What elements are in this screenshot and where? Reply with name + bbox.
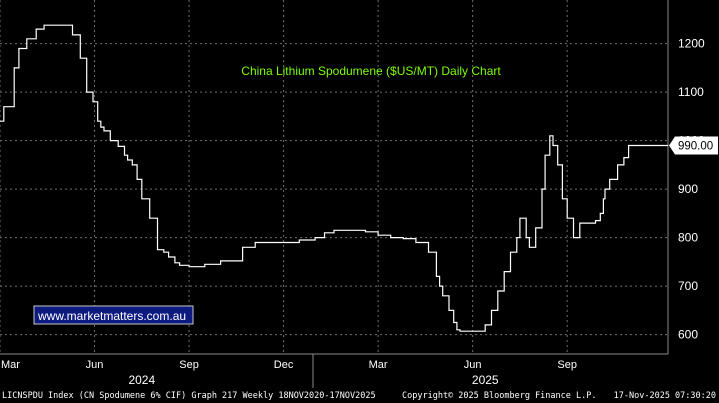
x-tick-label: Mar	[1, 359, 20, 371]
footer-left: LICNSPDU Index (CN Spodumene 6% CIF) Gra…	[2, 391, 376, 401]
watermark-box	[33, 305, 194, 325]
x-tick-label: Jun	[86, 359, 104, 371]
footer-timestamp: 17-Nov-2025 07:30:20	[614, 391, 716, 401]
footer: LICNSPDU Index (CN Spodumene 6% CIF) Gra…	[2, 391, 716, 401]
last-value-badge	[669, 136, 718, 155]
y-tick-label: 1200	[678, 37, 705, 51]
y-tick-label: 600	[678, 328, 698, 342]
watermark-text: www.marketmatters.com.au	[37, 309, 186, 323]
x-tick-label: Jun	[464, 359, 482, 371]
year-labels: 2024 2025	[128, 373, 498, 387]
y-tick-labels: 600700800900100011001200	[678, 37, 705, 342]
x-tick-label: Sep	[557, 359, 577, 371]
year-label: 2025	[472, 373, 499, 387]
axes	[0, 0, 669, 388]
y-tick-label: 700	[678, 279, 698, 293]
x-tick-label: Dec	[274, 359, 294, 371]
y-tick-label: 1100	[678, 85, 704, 99]
gridlines	[0, 0, 668, 354]
last-value-label: 990.00	[678, 140, 713, 152]
series-line	[0, 24, 668, 332]
footer-copyright: Copyright© 2025 Bloomberg Finance L.P.	[402, 391, 596, 401]
watermark: www.marketmatters.com.au	[33, 305, 194, 325]
y-tick-label: 800	[678, 231, 698, 245]
year-label: 2024	[128, 373, 155, 387]
last-value-marker: 990.00	[669, 136, 718, 155]
y-tick-label: 900	[678, 182, 698, 196]
x-tick-label: Sep	[179, 359, 199, 371]
x-tick-label: Mar	[369, 359, 388, 371]
x-tick-labels: Mar Jun Sep Dec Mar Jun Sep	[1, 359, 577, 371]
chart-title: China Lithium Spodumene ($US/MT) Daily C…	[241, 64, 501, 78]
